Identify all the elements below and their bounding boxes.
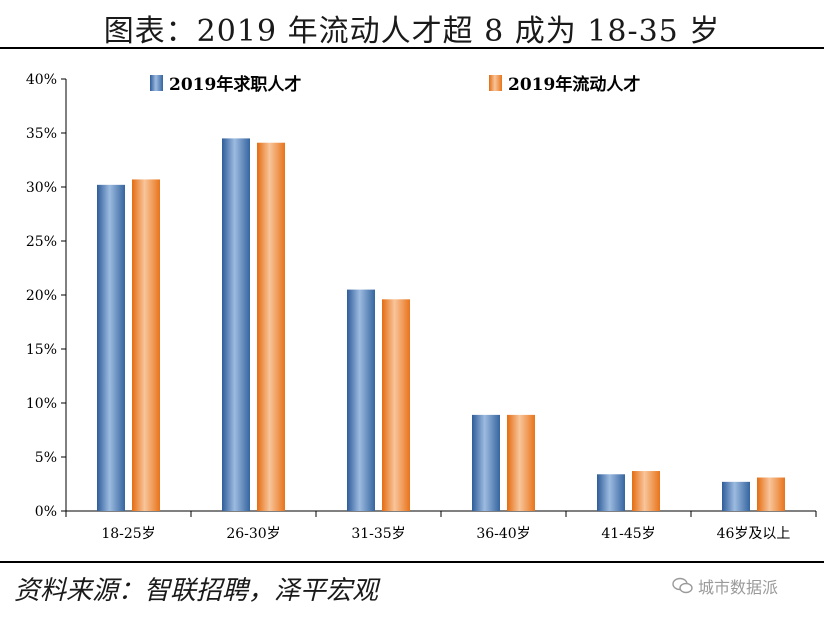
x-category-label: 18-25岁 — [101, 526, 155, 542]
bar-mobile-talent-5 — [757, 477, 785, 511]
x-category-label: 46岁及以上 — [717, 526, 791, 542]
bar-job-seekers-5 — [722, 481, 750, 511]
chart-axes — [61, 78, 817, 517]
y-tick-labels: 0% 5% 10% 15% 20% 25% 30% 35% 40% — [26, 72, 57, 520]
top-rule — [0, 47, 824, 49]
source-text: 资料来源：智联招聘，泽平宏观 — [14, 576, 379, 606]
legend-label-job-seekers: 2019年求职人才 — [169, 74, 301, 95]
legend-swatch-mobile-talent — [489, 75, 502, 91]
wechat-icon — [672, 577, 693, 594]
y-tick-label: 40% — [26, 72, 57, 88]
watermark: 城市数据派 — [672, 574, 778, 598]
bar-job-seekers-2 — [347, 289, 375, 511]
watermark-text: 城市数据派 — [698, 578, 779, 597]
bar-chart: 0% 5% 10% 15% 20% 25% 30% 35% 40% 18-25岁 26-30岁 31… — [26, 72, 817, 542]
bottom-rule — [0, 561, 824, 563]
bar-mobile-talent-0 — [132, 179, 160, 511]
y-tick-label: 15% — [26, 342, 57, 358]
x-category-labels: 18-25岁 26-30岁 31-35岁 36-40岁 41-45岁 46岁及以上 — [101, 526, 790, 542]
y-tick-label: 30% — [26, 180, 57, 196]
y-tick-label: 35% — [26, 126, 57, 142]
y-tick-label: 10% — [26, 396, 57, 412]
chart-bars — [97, 138, 785, 511]
bar-job-seekers-0 — [97, 184, 125, 511]
x-category-label: 36-40岁 — [476, 526, 530, 542]
y-tick-label: 20% — [26, 288, 57, 304]
bar-mobile-talent-3 — [507, 414, 535, 511]
bar-mobile-talent-4 — [632, 471, 660, 511]
legend-label-mobile-talent: 2019年流动人才 — [508, 74, 640, 95]
x-category-label: 41-45岁 — [601, 526, 655, 542]
bar-mobile-talent-2 — [382, 299, 410, 511]
bar-mobile-talent-1 — [257, 142, 285, 511]
y-tick-label: 5% — [35, 450, 57, 466]
page-title: 图表：2019 年流动人才超 8 成为 18-35 岁 — [103, 14, 721, 49]
x-category-label: 31-35岁 — [351, 526, 405, 542]
chart-legend: 2019年求职人才 2019年流动人才 — [150, 74, 640, 95]
legend-swatch-job-seekers — [150, 75, 163, 91]
x-category-label: 26-30岁 — [226, 526, 280, 542]
y-tick-label: 0% — [35, 504, 57, 520]
bar-job-seekers-4 — [597, 474, 625, 511]
bar-job-seekers-1 — [222, 138, 250, 511]
bar-job-seekers-3 — [472, 414, 500, 511]
y-tick-label: 25% — [26, 234, 57, 250]
